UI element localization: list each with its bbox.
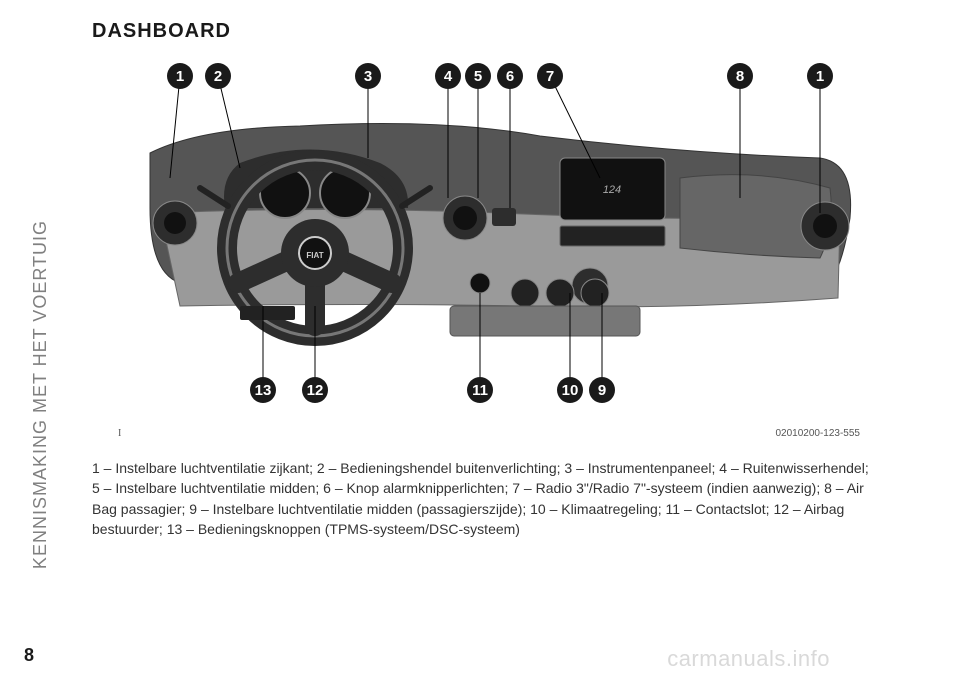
svg-text:3: 3 <box>364 68 372 85</box>
svg-text:1: 1 <box>176 68 184 85</box>
svg-text:13: 13 <box>255 382 272 399</box>
page-title: DASHBOARD <box>92 20 231 43</box>
svg-text:6: 6 <box>506 68 514 85</box>
svg-text:1: 1 <box>816 68 824 85</box>
svg-text:124: 124 <box>603 184 621 196</box>
svg-text:9: 9 <box>598 382 606 399</box>
svg-text:11: 11 <box>472 382 488 399</box>
svg-text:FIAT: FIAT <box>306 251 323 260</box>
svg-text:12: 12 <box>307 382 324 399</box>
svg-text:4: 4 <box>444 68 453 85</box>
svg-text:10: 10 <box>562 382 579 399</box>
dashboard-figure: FIAT124123456781131211109 <box>120 58 870 418</box>
svg-text:2: 2 <box>214 68 222 85</box>
chapter-sidebar-label: KENNISMAKING MET HET VOERTUIG <box>30 220 51 569</box>
svg-text:5: 5 <box>474 68 482 85</box>
figure-code: 02010200-123-555 <box>775 428 860 439</box>
watermark: carmanuals.info <box>667 646 830 672</box>
page-number: 8 <box>24 645 34 666</box>
legend-text: 1 – Instelbare luchtventilatie zijkant; … <box>92 458 872 539</box>
svg-text:8: 8 <box>736 68 744 85</box>
svg-text:7: 7 <box>546 68 554 85</box>
figure-index: I <box>118 428 121 439</box>
